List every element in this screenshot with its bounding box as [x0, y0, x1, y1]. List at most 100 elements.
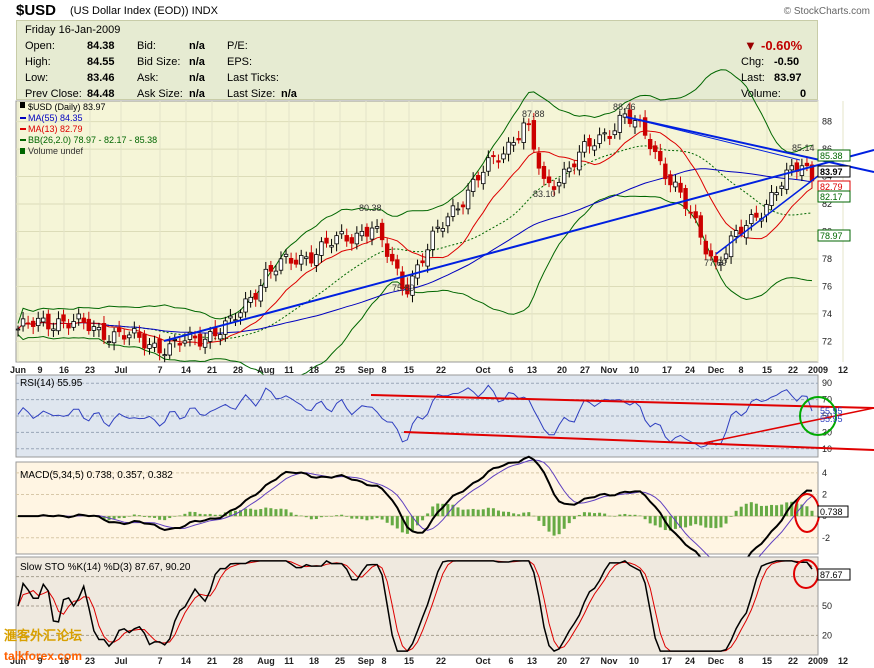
- macd-hist-bar: [410, 516, 414, 531]
- candle-body: [450, 205, 456, 217]
- macd-hist-bar: [522, 512, 526, 517]
- candle-body: [663, 163, 668, 180]
- macd-hist-bar: [689, 516, 693, 526]
- rsi-y-tick: 90: [822, 378, 832, 388]
- candle-body: [127, 334, 132, 339]
- rsi-badge-2: 55.95: [820, 414, 843, 424]
- percent-change: -0.60%: [761, 38, 803, 53]
- macd-hist-bar: [603, 513, 607, 517]
- x-tick-label: 24: [685, 365, 695, 375]
- x-tick-label-bottom: Jun: [10, 656, 26, 666]
- macd-hist-bar: [314, 516, 318, 520]
- last-ticks-label: Last Ticks:: [227, 72, 279, 84]
- candle-body: [572, 163, 577, 168]
- macd-panel: -2024 MACD(5,34,5) 0.738, 0.357, 0.382 0…: [15, 455, 849, 584]
- candle-body: [683, 188, 688, 209]
- candle-body: [253, 293, 258, 300]
- candle-body: [349, 237, 354, 244]
- macd-hist-bar: [770, 504, 774, 517]
- x-tick-label-bottom: 22: [436, 656, 446, 666]
- badge-bb-lower-box: [817, 229, 851, 242]
- macd-hist-bar: [790, 501, 794, 517]
- macd-hist-bar: [481, 509, 485, 517]
- sto-y-tick: 50: [822, 601, 832, 611]
- macd-hist-bar: [441, 503, 445, 517]
- annotation-83-10: 83.10: [533, 189, 556, 199]
- macd-hist-bar: [127, 516, 131, 517]
- candle-body: [213, 327, 218, 337]
- candle-body: [703, 240, 708, 255]
- x-tick-label: Oct: [475, 365, 490, 375]
- candle-body: [177, 343, 183, 346]
- macd-hist-bar: [527, 512, 531, 517]
- macd-hist-bar: [491, 508, 495, 517]
- candle-body: [283, 253, 289, 257]
- x-tick-label: 16: [59, 365, 69, 375]
- macd-hist-bar: [213, 514, 217, 517]
- candle-body: [546, 176, 552, 184]
- rsi-label: RSI(14) 55.95: [20, 378, 83, 389]
- stockcharts-credit[interactable]: © StockCharts.com: [783, 6, 870, 17]
- macd-hist-bar: [365, 516, 369, 521]
- trendlines: [163, 116, 874, 342]
- candle-body: [713, 256, 719, 263]
- x-tick-label: 25: [335, 365, 345, 375]
- candle-body: [395, 259, 400, 269]
- ma13-line: [17, 130, 813, 345]
- candle-body: [784, 169, 789, 190]
- candle-body: [263, 268, 269, 288]
- x-tick-label: 17: [662, 365, 672, 375]
- macd-hist-bar: [496, 510, 500, 517]
- last-size-label: Last Size:: [227, 88, 276, 100]
- sto-k-line: [17, 559, 813, 653]
- price-y-tick: 78: [822, 254, 832, 264]
- candle-body: [91, 326, 97, 331]
- candle-body: [561, 168, 567, 184]
- candle-body: [536, 152, 542, 169]
- bid-size-label: Bid Size:: [137, 56, 181, 68]
- candle-body: [101, 322, 107, 340]
- x-tick-label-bottom: 8: [738, 656, 743, 666]
- macd-hist-bar: [355, 516, 359, 519]
- x-tick-label-bottom: 15: [404, 656, 414, 666]
- candle-body: [66, 324, 71, 329]
- macd-y-tick: -2: [822, 533, 830, 543]
- candle-body: [551, 186, 557, 190]
- macd-hist-bar: [269, 508, 273, 517]
- x-tick-label-bottom: Sep: [358, 656, 375, 666]
- candle-body: [410, 275, 415, 296]
- badge-bb-upper-box: [817, 149, 851, 162]
- badge-last-box: [817, 165, 851, 178]
- macd-hist-bar: [744, 503, 748, 517]
- macd-hist-bar: [163, 516, 167, 521]
- macd-hist-bar: [208, 513, 212, 517]
- candle-body: [642, 117, 648, 136]
- candle-body: [754, 212, 759, 218]
- candle-body: [481, 171, 486, 185]
- prev-close-value: 84.48: [87, 88, 115, 100]
- macd-hist-bar: [370, 516, 374, 520]
- candle-body: [202, 338, 208, 348]
- macd-hist-bar: [456, 507, 460, 517]
- bb-middle-line: [17, 145, 813, 340]
- candle-body: [658, 150, 663, 162]
- pe-label: P/E:: [227, 40, 248, 52]
- x-tick-label-bottom: 17: [662, 656, 672, 666]
- candle-body: [647, 139, 653, 150]
- macd-hist-bar: [537, 516, 541, 521]
- x-tick-label-bottom: 7: [157, 656, 162, 666]
- x-tick-label: 13: [527, 365, 537, 375]
- macd-hist-bar: [694, 516, 698, 525]
- candle-body: [71, 321, 76, 328]
- candle-body: [511, 142, 516, 146]
- badge-ma13: 82.79: [820, 182, 843, 192]
- candle-body: [653, 145, 658, 153]
- macd-hist-bar: [385, 516, 389, 523]
- candle-body: [56, 318, 61, 332]
- macd-hist-bar: [633, 514, 637, 517]
- macd-hist-bar: [244, 508, 248, 517]
- macd-hist-bar: [709, 516, 713, 528]
- candle-body: [405, 284, 410, 295]
- x-tick-label: 21: [207, 365, 217, 375]
- candle-body: [617, 114, 623, 133]
